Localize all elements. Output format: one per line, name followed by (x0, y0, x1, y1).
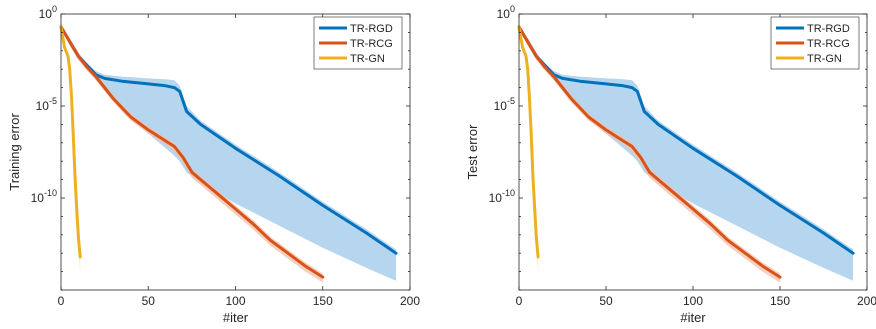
tr-gn-line (517, 25, 540, 259)
x-tick-label: 200 (400, 294, 420, 308)
x-tick-label: 150 (313, 294, 333, 308)
y-tick-label: 10-5 (36, 96, 57, 113)
y-tick-label: 100 (39, 4, 57, 21)
tr-rcg-band (519, 25, 780, 283)
x-axis-label: #iter (680, 310, 706, 325)
legend-label-tr-gn: TR-GN (350, 53, 385, 65)
tr-rgd-band (519, 25, 854, 281)
tr-gn-line (59, 25, 82, 259)
tr-rgd-band (61, 25, 396, 281)
x-tick-label: 0 (516, 294, 523, 308)
y-axis-label: Training error (7, 113, 22, 191)
legend-label-tr-rgd: TR-RGD (350, 23, 393, 35)
tr-rcg-line (59, 25, 325, 279)
legend: TR-RGD TR-RCG TR-GN (770, 16, 860, 70)
y-axis-label: Test error (465, 124, 480, 180)
y-tick-label: 10-10 (489, 188, 515, 205)
legend: TR-RGD TR-RCG TR-GN (313, 16, 403, 70)
x-tick-label: 200 (857, 294, 876, 308)
x-tick-label: 50 (599, 294, 613, 308)
x-tick-label: 50 (142, 294, 156, 308)
x-tick-label: 100 (225, 294, 245, 308)
legend-label-tr-rcg: TR-RCG (807, 38, 850, 50)
tr-rcg-band (61, 25, 323, 283)
legend-label-tr-rgd: TR-RGD (807, 23, 850, 35)
training-error-panel: 0 50 100 150 200 100 10-5 10-10 #iter Training er… (7, 4, 420, 325)
tr-rcg-line (517, 25, 782, 279)
y-tick-label: 100 (497, 4, 515, 21)
legend-label-tr-rcg: TR-RCG (350, 38, 393, 50)
y-tick-label: 10-5 (494, 96, 515, 113)
x-tick-label: 0 (58, 294, 65, 308)
test-error-panel: 0 50 100 150 200 100 10-5 10-10 #iter Test error T… (465, 4, 876, 325)
legend-label-tr-gn: TR-GN (807, 53, 842, 65)
y-tick-label: 10-10 (31, 188, 57, 205)
x-tick-label: 100 (683, 294, 703, 308)
x-tick-label: 150 (770, 294, 790, 308)
x-axis-label: #iter (223, 310, 249, 325)
